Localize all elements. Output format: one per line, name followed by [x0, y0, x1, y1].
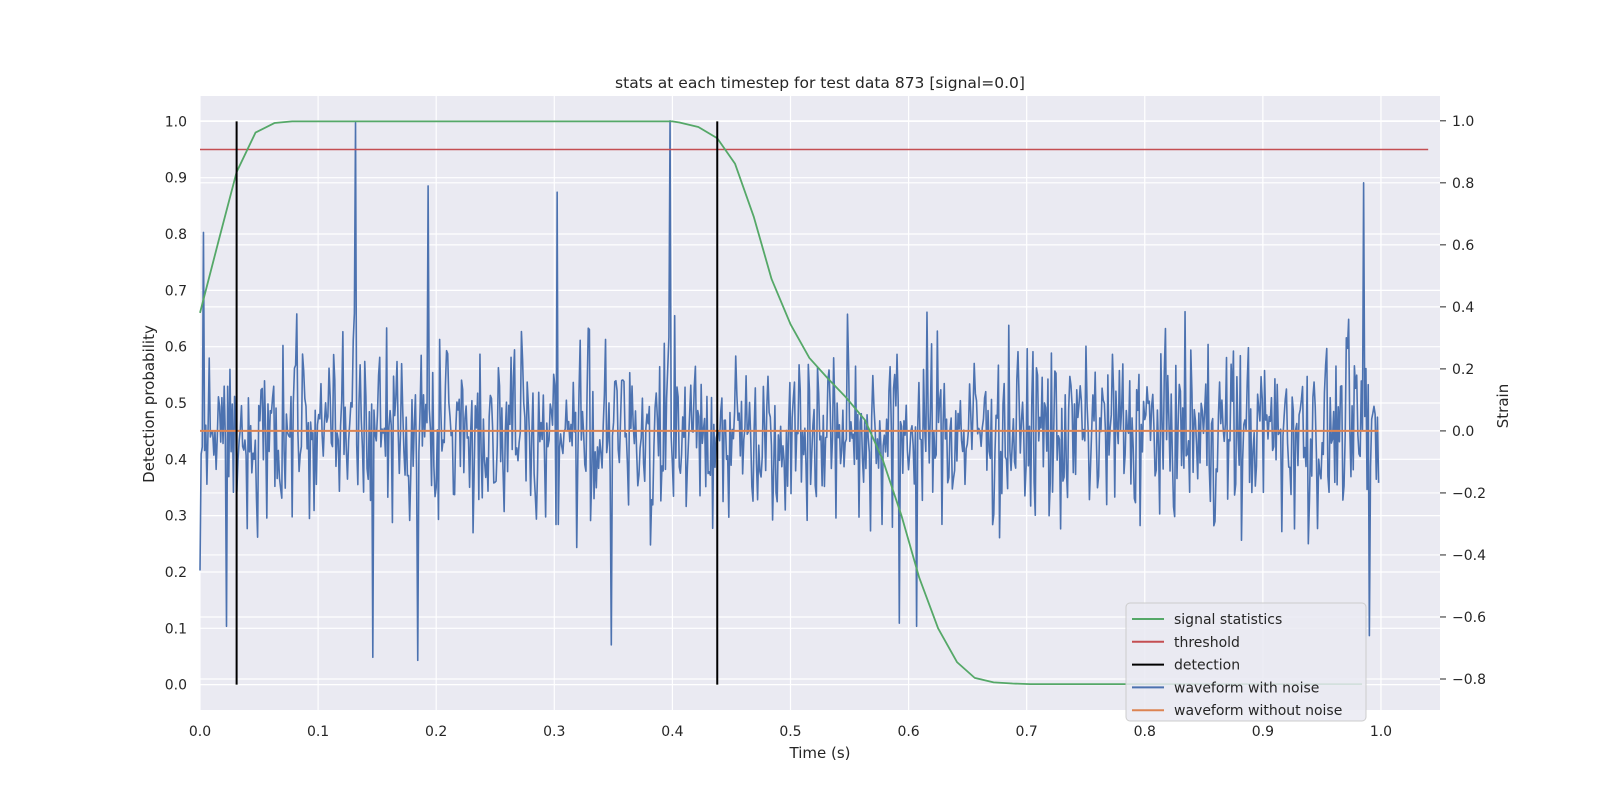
x-tick-label: 0.2: [425, 724, 447, 740]
y-tick-label-right: 0.2: [1452, 362, 1474, 378]
y-tick-label-right: 0.6: [1452, 238, 1474, 254]
x-tick-label: 0.4: [661, 724, 683, 740]
x-tick-label: 0.5: [779, 724, 801, 740]
y-tick-label-right: 0.0: [1452, 424, 1474, 440]
y-tick-label-left: 0.4: [165, 452, 187, 468]
y-tick-label-right: 1.0: [1452, 114, 1474, 130]
y-tick-label-left: 0.9: [165, 171, 187, 187]
y-tick-label-left: 0.7: [165, 283, 187, 299]
legend-label: waveform without noise: [1174, 703, 1342, 719]
legend-label: threshold: [1174, 635, 1240, 651]
x-tick-label: 0.3: [543, 724, 565, 740]
legend-label: detection: [1174, 658, 1240, 674]
x-tick-label: 1.0: [1370, 724, 1392, 740]
x-tick-label: 0.0: [189, 724, 211, 740]
y-tick-label-left: 0.0: [165, 678, 187, 694]
signal-statistics-line: [199, 120, 1363, 685]
legend: signal statistics threshold detection wavef…: [1125, 602, 1367, 722]
x-tick-label: 0.1: [307, 724, 329, 740]
x-tick-label: 0.6: [897, 724, 919, 740]
y-tick-label-left: 0.1: [165, 621, 187, 637]
legend-frame: [1125, 602, 1367, 722]
y-axis-label-right: Strain: [1494, 384, 1512, 428]
x-tick-label: 0.8: [1134, 724, 1156, 740]
y-tick-label-right: −0.8: [1452, 672, 1486, 688]
y-tick-label-left: 0.6: [165, 340, 187, 356]
y-tick-label-right: −0.4: [1452, 548, 1486, 564]
waveform-with-noise-line: [199, 120, 1380, 662]
y-tick-label-left: 0.5: [165, 396, 187, 412]
y-tick-label-left: 0.2: [165, 565, 187, 581]
x-tick-label: 0.9: [1252, 724, 1274, 740]
tick-labels: 0.0 0.1 0.2 0.3 0.4 0.5 0.6 0.7 0.8 0.9 1.0 0.0 0.1 0…: [165, 114, 1486, 740]
legend-label: waveform with noise: [1174, 680, 1319, 696]
series-layer: [199, 120, 1429, 685]
y-tick-label-left: 0.8: [165, 227, 187, 243]
y-tick-label-right: 0.8: [1452, 176, 1474, 192]
chart-title: stats at each timestep for test data 873…: [615, 74, 1025, 92]
y-tick-label-left: 1.0: [165, 114, 187, 130]
y-tick-label-right: 0.4: [1452, 300, 1474, 316]
x-tick-label: 0.7: [1016, 724, 1038, 740]
y-tick-label-left: 0.3: [165, 509, 187, 525]
y-tick-label-right: −0.2: [1452, 486, 1486, 502]
y-tick-label-right: −0.6: [1452, 610, 1486, 626]
y-axis-label-left: Detection probability: [140, 325, 158, 483]
legend-label: signal statistics: [1174, 612, 1282, 628]
x-axis-label: Time (s): [789, 744, 851, 762]
